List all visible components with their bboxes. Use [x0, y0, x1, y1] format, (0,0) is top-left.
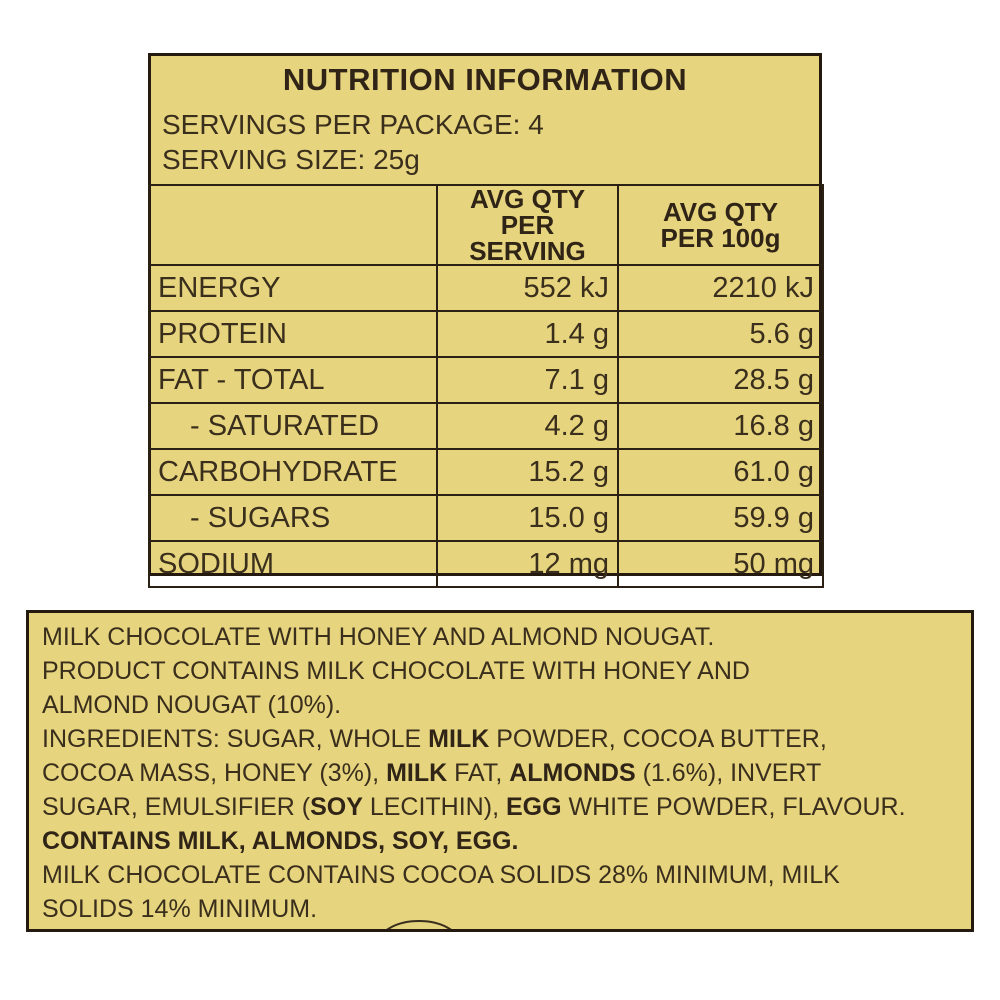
table-row: PROTEIN 1.4 g 5.6 g [148, 310, 824, 358]
per-serving-value: 1.4 g [436, 310, 619, 358]
nutrient-name: ENERGY [148, 264, 438, 312]
ingredients-text-segment: INGREDIENTS: SUGAR, WHOLE [42, 725, 429, 753]
header-per-serving-line2: PER SERVING [469, 210, 586, 265]
table-row: ENERGY 552 kJ 2210 kJ [148, 264, 824, 312]
allergen-statement: CONTAINS MILK, ALMONDS, SOY, EGG. [42, 827, 519, 855]
nutrient-name: - SATURATED [148, 402, 438, 450]
per-serving-value: 12 mg [436, 540, 619, 588]
allergen-milk: MILK [428, 725, 490, 753]
header-per-100g-line1: AVG QTY [662, 197, 779, 227]
nutrition-information-panel: NUTRITION INFORMATION SERVINGS PER PACKA… [148, 53, 824, 588]
ingredients-line: INGREDIENTS: SUGAR, WHOLE MILK POWDER, C… [42, 722, 961, 756]
ingredients-text-segment: LECITHIN), [362, 793, 506, 821]
ingredients-text-segment: (1.6%), INVERT [635, 759, 822, 787]
allergen-egg: EGG [505, 793, 562, 821]
allergen-almonds: ALMONDS [509, 759, 636, 787]
header-per-serving-line1: AVG QTY [469, 185, 586, 214]
ingredients-line: CONTAINS MILK, ALMONDS, SOY, EGG. [42, 824, 961, 858]
nutrient-name: PROTEIN [148, 310, 438, 358]
per-100g-value: 28.5 g [617, 356, 824, 404]
nutrition-table: AVG QTY PER SERVING AVG QTY PER 100g ENE… [148, 184, 824, 588]
nutrient-name: - SUGARS [148, 494, 438, 542]
per-serving-value: 552 kJ [436, 264, 619, 312]
allergen-milk: MILK [386, 759, 448, 787]
ingredients-line: MILK CHOCOLATE CONTAINS COCOA SOLIDS 28%… [42, 861, 840, 889]
table-row: CARBOHYDRATE 15.2 g 61.0 g [148, 448, 824, 496]
ingredients-panel: MILK CHOCOLATE WITH HONEY AND ALMOND NOU… [26, 610, 974, 932]
nutrient-name: CARBOHYDRATE [148, 448, 438, 496]
nutrition-title: NUTRITION INFORMATION [282, 62, 688, 97]
ingredients-text-segment: SUGAR, EMULSIFIER ( [42, 793, 311, 821]
ingredients-line: MILK CHOCOLATE WITH HONEY AND ALMOND NOU… [42, 623, 715, 651]
ingredients-text: MILK CHOCOLATE WITH HONEY AND ALMOND NOU… [42, 620, 961, 926]
per-serving-value: 4.2 g [436, 402, 619, 450]
ingredients-text-segment: POWDER, COCOA BUTTER, [489, 725, 827, 753]
ingredients-line: COCOA MASS, HONEY (3%), MILK FAT, ALMOND… [42, 756, 961, 790]
header-per-100g: AVG QTY PER 100g [617, 184, 824, 266]
per-serving-value: 15.0 g [436, 494, 619, 542]
per-serving-value: 15.2 g [436, 448, 619, 496]
ingredients-line: SUGAR, EMULSIFIER (SOY LECITHIN), EGG WH… [42, 790, 961, 824]
per-100g-value: 61.0 g [617, 448, 824, 496]
ingredients-line: SOLIDS 14% MINIMUM. [42, 895, 318, 923]
per-100g-value: 59.9 g [617, 494, 824, 542]
header-empty-cell [148, 184, 438, 266]
ingredients-line: ALMOND NOUGAT (10%). [42, 691, 342, 719]
table-header-row: AVG QTY PER SERVING AVG QTY PER 100g [148, 184, 824, 266]
nutrient-name: SODIUM [148, 540, 438, 588]
table-row: FAT - TOTAL 7.1 g 28.5 g [148, 356, 824, 404]
table-row: SODIUM 12 mg 50 mg [148, 540, 824, 588]
header-per-serving: AVG QTY PER SERVING [436, 184, 619, 266]
table-row: - SATURATED 4.2 g 16.8 g [148, 402, 824, 450]
per-100g-value: 2210 kJ [617, 264, 824, 312]
ingredients-line: PRODUCT CONTAINS MILK CHOCOLATE WITH HON… [42, 657, 750, 685]
ingredients-text-segment: WHITE POWDER, FLAVOUR. [561, 793, 906, 821]
allergen-soy: SOY [310, 793, 363, 821]
ingredients-text-segment: COCOA MASS, HONEY (3%), [42, 759, 387, 787]
per-100g-value: 50 mg [617, 540, 824, 588]
per-serving-value: 7.1 g [436, 356, 619, 404]
table-row: - SUGARS 15.0 g 59.9 g [148, 494, 824, 542]
per-100g-value: 16.8 g [617, 402, 824, 450]
ingredients-text-segment: FAT, [447, 759, 510, 787]
brand-logo-partial-icon [386, 920, 452, 929]
serving-size: SERVING SIZE: 25g [162, 144, 420, 175]
per-100g-value: 5.6 g [617, 310, 824, 358]
servings-per-package: SERVINGS PER PACKAGE: 4 [162, 109, 544, 140]
header-per-100g-line2: PER 100g [660, 223, 781, 253]
nutrient-name: FAT - TOTAL [148, 356, 438, 404]
